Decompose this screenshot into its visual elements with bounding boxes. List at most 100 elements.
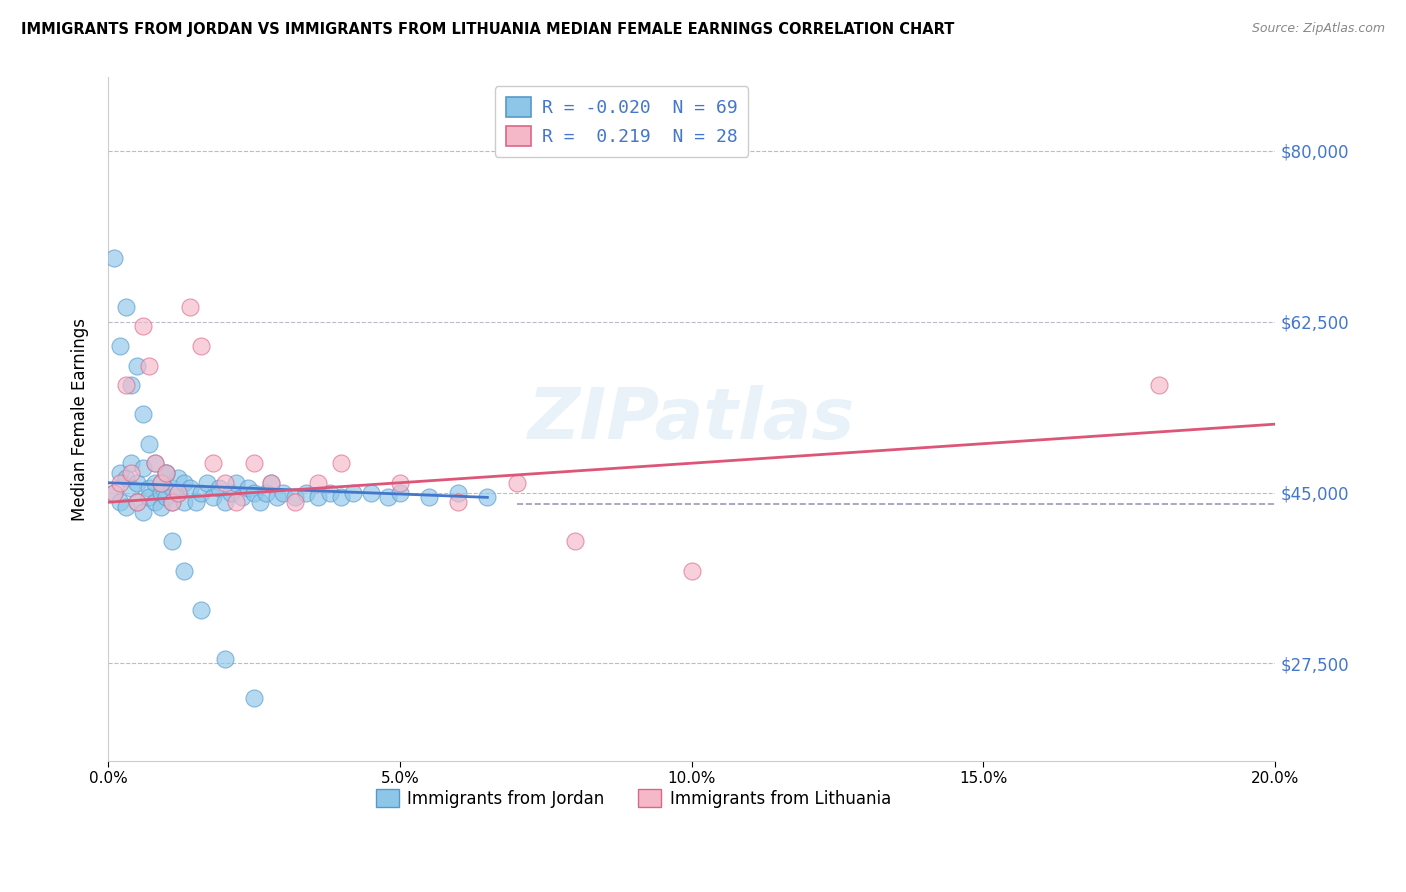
Point	[236, 481, 259, 495]
Point	[266, 491, 288, 505]
Y-axis label: Median Female Earnings: Median Female Earnings	[72, 318, 89, 521]
Point	[127, 475, 149, 490]
Point	[202, 491, 225, 505]
Point	[108, 339, 131, 353]
Point	[143, 495, 166, 509]
Point	[127, 495, 149, 509]
Point	[103, 485, 125, 500]
Point	[155, 466, 177, 480]
Point	[108, 466, 131, 480]
Point	[214, 651, 236, 665]
Point	[138, 481, 160, 495]
Point	[307, 475, 329, 490]
Point	[167, 471, 190, 485]
Point	[225, 475, 247, 490]
Point	[108, 495, 131, 509]
Point	[447, 485, 470, 500]
Point	[132, 461, 155, 475]
Point	[103, 485, 125, 500]
Point	[284, 495, 307, 509]
Point	[260, 475, 283, 490]
Point	[120, 466, 142, 480]
Point	[179, 300, 201, 314]
Point	[149, 500, 172, 515]
Point	[184, 495, 207, 509]
Point	[149, 485, 172, 500]
Point	[160, 495, 183, 509]
Point	[120, 481, 142, 495]
Point	[330, 491, 353, 505]
Point	[388, 475, 411, 490]
Point	[190, 603, 212, 617]
Point	[477, 491, 499, 505]
Point	[167, 485, 190, 500]
Point	[505, 475, 527, 490]
Point	[132, 408, 155, 422]
Point	[132, 319, 155, 334]
Point	[138, 436, 160, 450]
Point	[160, 534, 183, 549]
Point	[167, 485, 190, 500]
Point	[108, 475, 131, 490]
Point	[243, 690, 266, 705]
Point	[1147, 378, 1170, 392]
Point	[173, 475, 195, 490]
Point	[319, 485, 342, 500]
Point	[127, 359, 149, 373]
Point	[377, 491, 399, 505]
Point	[132, 505, 155, 519]
Point	[564, 534, 586, 549]
Point	[143, 475, 166, 490]
Point	[173, 495, 195, 509]
Text: ZIPatlas: ZIPatlas	[529, 384, 855, 454]
Point	[447, 495, 470, 509]
Point	[114, 300, 136, 314]
Point	[155, 466, 177, 480]
Point	[249, 495, 271, 509]
Point	[149, 475, 172, 490]
Point	[214, 495, 236, 509]
Point	[330, 456, 353, 470]
Point	[143, 456, 166, 470]
Point	[219, 485, 242, 500]
Point	[190, 485, 212, 500]
Point	[195, 475, 218, 490]
Point	[254, 485, 277, 500]
Text: Source: ZipAtlas.com: Source: ZipAtlas.com	[1251, 22, 1385, 36]
Point	[214, 475, 236, 490]
Point	[138, 359, 160, 373]
Point	[418, 491, 440, 505]
Point	[179, 481, 201, 495]
Point	[231, 491, 253, 505]
Point	[243, 456, 266, 470]
Point	[149, 475, 172, 490]
Point	[243, 485, 266, 500]
Point	[388, 485, 411, 500]
Point	[342, 485, 364, 500]
Point	[284, 491, 307, 505]
Point	[114, 500, 136, 515]
Point	[208, 481, 231, 495]
Point	[120, 378, 142, 392]
Point	[155, 491, 177, 505]
Point	[173, 564, 195, 578]
Point	[271, 485, 294, 500]
Point	[120, 456, 142, 470]
Point	[160, 481, 183, 495]
Point	[160, 495, 183, 509]
Point	[190, 339, 212, 353]
Point	[114, 378, 136, 392]
Point	[114, 471, 136, 485]
Point	[138, 491, 160, 505]
Point	[225, 495, 247, 509]
Point	[127, 495, 149, 509]
Point	[307, 491, 329, 505]
Point	[260, 475, 283, 490]
Point	[143, 456, 166, 470]
Point	[155, 466, 177, 480]
Legend: Immigrants from Jordan, Immigrants from Lithuania: Immigrants from Jordan, Immigrants from …	[368, 782, 897, 814]
Text: IMMIGRANTS FROM JORDAN VS IMMIGRANTS FROM LITHUANIA MEDIAN FEMALE EARNINGS CORRE: IMMIGRANTS FROM JORDAN VS IMMIGRANTS FRO…	[21, 22, 955, 37]
Point	[681, 564, 703, 578]
Point	[360, 485, 382, 500]
Point	[202, 456, 225, 470]
